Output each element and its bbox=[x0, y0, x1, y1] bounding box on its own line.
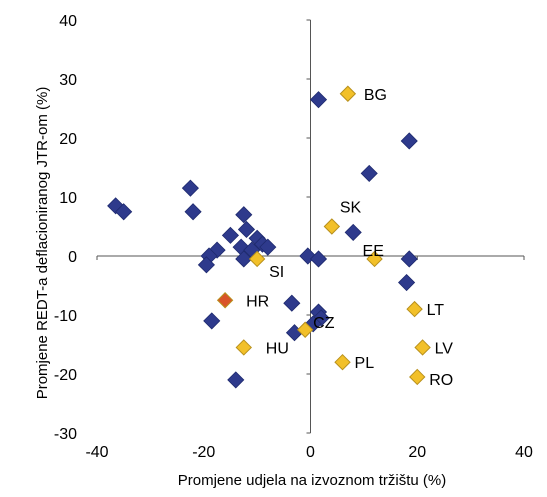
point-label-lv: LV bbox=[435, 340, 454, 357]
point-ro bbox=[409, 368, 426, 386]
point-cz bbox=[296, 321, 314, 338]
data-point bbox=[235, 250, 253, 268]
point-label-bg: BG bbox=[364, 87, 387, 104]
point-hr bbox=[216, 292, 234, 309]
x-tick-label: 40 bbox=[515, 444, 533, 461]
point-hu bbox=[235, 339, 252, 356]
point-sk bbox=[323, 218, 341, 235]
data-point bbox=[227, 371, 245, 389]
data-point bbox=[398, 273, 416, 292]
data-point bbox=[309, 250, 328, 268]
data-points bbox=[107, 85, 431, 389]
point-label-cz: CZ bbox=[313, 315, 335, 332]
data-point bbox=[400, 250, 418, 268]
y-tick-label: -20 bbox=[54, 367, 77, 384]
x-tick-label: 0 bbox=[306, 444, 315, 461]
tick-labels: 40 30 20 10 0 -10 -20 -30 -40 -20 0 20 40 bbox=[54, 13, 533, 461]
data-point bbox=[283, 294, 301, 312]
data-point bbox=[235, 206, 253, 224]
data-point bbox=[344, 223, 362, 241]
x-axis-label: Promjene udjela na izvoznom tržištu (%) bbox=[178, 472, 446, 489]
data-point bbox=[181, 179, 199, 197]
point-label-hu: HU bbox=[266, 340, 289, 357]
y-tick-label: 10 bbox=[59, 190, 77, 207]
data-point bbox=[360, 164, 378, 182]
data-point bbox=[237, 220, 256, 239]
y-tick-label: -30 bbox=[54, 426, 77, 443]
point-pl bbox=[334, 353, 351, 371]
axes bbox=[96, 19, 525, 434]
y-tick-label: 30 bbox=[59, 72, 77, 89]
data-point bbox=[184, 203, 202, 221]
point-label-hr: HR bbox=[246, 293, 269, 310]
data-point bbox=[400, 132, 418, 150]
point-label-ee: EE bbox=[363, 243, 384, 260]
y-tick-label: -10 bbox=[54, 308, 77, 325]
point-lv bbox=[414, 339, 431, 356]
data-point bbox=[309, 91, 328, 109]
data-point bbox=[197, 256, 215, 274]
data-point bbox=[221, 226, 240, 244]
data-point bbox=[259, 238, 277, 256]
point-label-pl: PL bbox=[355, 355, 375, 372]
x-tick-label: -40 bbox=[85, 444, 108, 461]
y-axis-label: Promjene REDT-a deflacioniranog JTR-om (… bbox=[34, 87, 51, 400]
data-point bbox=[203, 312, 221, 330]
point-labels: BG SK SI EE LT CZ HU LV PL RO HR bbox=[246, 87, 453, 389]
point-label-ro: RO bbox=[429, 372, 453, 389]
point-label-lt: LT bbox=[427, 302, 445, 319]
point-bg bbox=[339, 85, 357, 102]
point-ee bbox=[366, 250, 383, 268]
point-si bbox=[248, 250, 266, 268]
y-tick-label: 40 bbox=[59, 13, 77, 30]
y-tick-label: 0 bbox=[68, 249, 77, 266]
data-point bbox=[115, 203, 133, 221]
x-tick-label: -20 bbox=[192, 444, 215, 461]
point-lt bbox=[406, 300, 423, 318]
y-tick-label: 20 bbox=[59, 131, 77, 148]
point-label-sk: SK bbox=[340, 200, 362, 217]
x-tick-label: 20 bbox=[408, 444, 426, 461]
point-label-si: SI bbox=[269, 264, 284, 281]
